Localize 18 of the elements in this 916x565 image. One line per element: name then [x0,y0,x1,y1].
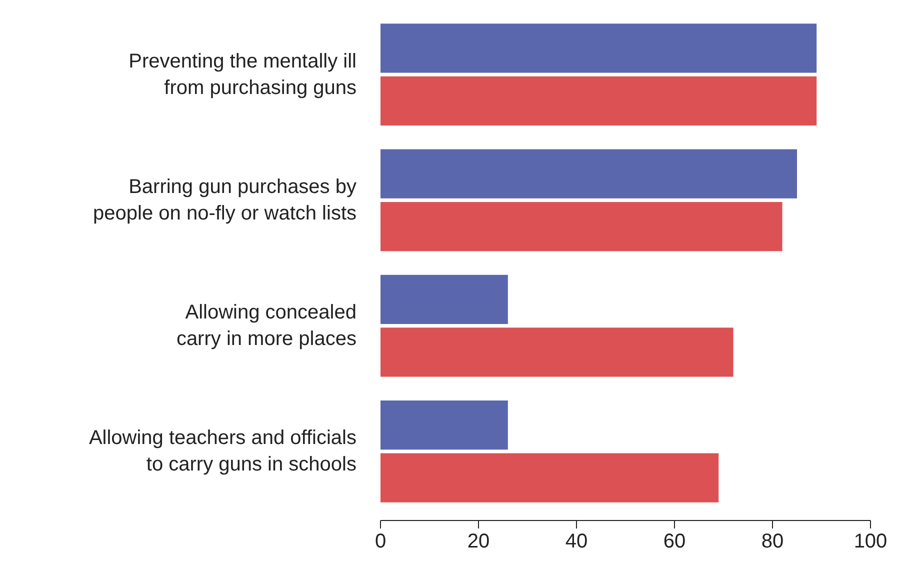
x-tick-label: 40 [565,530,588,552]
x-tick-label: 20 [467,530,490,552]
y-tick-label: Allowing teachers and officials to carry guns in schools [88,427,357,476]
y-tick-label: Barring gun purchases by people on no-fly or watch lists [93,176,357,224]
bar [380,328,734,377]
bar [380,24,817,73]
bar [380,400,508,450]
bar [380,149,797,198]
bar [380,76,817,126]
x-tick-label: 100 [854,530,888,552]
x-tick-label: 60 [663,530,686,552]
y-tick-label: Allowing concealed carry in more places [176,302,357,350]
bar [380,453,719,502]
bar [380,202,782,252]
y-tick-label: Preventing the mentally ill from purchasing guns [128,50,357,99]
bar [380,274,508,324]
x-tick-label: 80 [761,530,784,552]
x-tick-label: 0 [374,530,386,552]
